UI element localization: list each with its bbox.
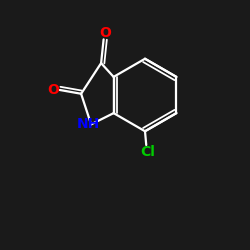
Text: NH: NH	[77, 118, 100, 132]
Text: O: O	[99, 26, 111, 40]
Text: O: O	[47, 83, 59, 97]
Text: Cl: Cl	[140, 145, 155, 159]
